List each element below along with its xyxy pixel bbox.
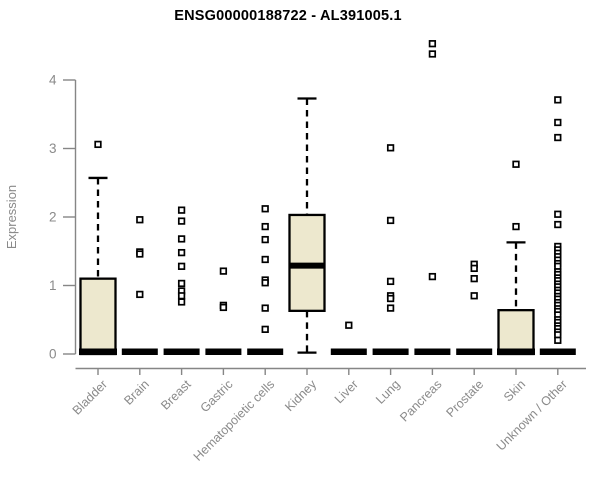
collapsed-box-liver	[330, 348, 367, 355]
median-line-bladder	[79, 348, 117, 355]
collapsed-box-pancreas	[414, 348, 451, 355]
outlier-point-hematopoietic-cells	[261, 279, 269, 287]
outlier-point-lung	[386, 277, 395, 286]
outlier-point-pancreas	[428, 272, 437, 281]
outlier-point-unknown-other	[554, 96, 562, 104]
outlier-point-lung	[386, 144, 395, 152]
outlier-point-unknown-other	[554, 133, 562, 142]
collapsed-box-brain	[121, 348, 158, 355]
outlier-point-breast	[177, 206, 186, 214]
outlier-point-lung	[386, 294, 395, 303]
x-category-label: Kidney	[282, 377, 319, 414]
outlier-point-brain	[136, 250, 144, 258]
outlier-point-breast	[177, 292, 186, 300]
x-category-label: Skin	[501, 377, 528, 404]
box-skin	[497, 309, 535, 356]
outlier-point-breast	[177, 298, 186, 306]
outlier-point-prostate	[470, 275, 478, 283]
outlier-point-pancreas	[428, 40, 437, 48]
median-line-skin	[497, 348, 535, 355]
collapsed-box-lung	[372, 348, 409, 355]
collapsed-box-hematopoietic-cells	[247, 348, 284, 355]
outlier-point-unknown-other	[554, 220, 562, 229]
x-category-label: Prostate	[443, 377, 486, 420]
outlier-point-brain	[136, 290, 144, 299]
outlier-point-hematopoietic-cells	[261, 205, 269, 213]
outlier-point-gastric	[219, 267, 228, 275]
x-category-label: Gastric	[198, 377, 236, 415]
outlier-point-lung	[386, 304, 395, 312]
x-category-label: Lung	[373, 377, 403, 407]
outlier-point-brain	[136, 216, 144, 224]
outlier-point-breast	[177, 217, 186, 225]
x-category-label: Breast	[158, 377, 194, 413]
chart-title: ENSG00000188722 - AL391005.1	[174, 8, 402, 24]
outlier-point-unknown-other	[554, 118, 562, 127]
outlier-point-unknown-other	[554, 210, 562, 218]
outlier-point-breast	[177, 235, 186, 243]
x-category-label: Hematopoietic cells	[191, 377, 278, 464]
outlier-point-gastric	[219, 303, 228, 312]
outlier-point-hematopoietic-cells	[261, 325, 269, 333]
x-category-label: Bladder	[70, 377, 110, 417]
outlier-point-breast	[177, 279, 186, 288]
outlier-point-skin	[512, 160, 520, 168]
y-tick-label: 2	[49, 210, 57, 225]
outlier-point-lung	[386, 216, 395, 225]
x-category-label: Liver	[332, 377, 361, 406]
outlier-point-hematopoietic-cells	[261, 222, 269, 231]
y-tick-label: 1	[49, 278, 57, 293]
y-tick-label: 0	[49, 347, 57, 362]
outlier-point-skin	[512, 222, 520, 231]
x-category-label: Pancreas	[397, 377, 444, 424]
outlier-point-breast	[177, 262, 186, 270]
outlier-point-unknown-other	[554, 336, 562, 344]
outlier-point-prostate	[470, 292, 478, 300]
outlier-point-pancreas	[428, 50, 437, 58]
outlier-point-hematopoietic-cells	[261, 304, 269, 312]
box-bladder	[79, 277, 117, 356]
x-category-label: Unknown / Other	[494, 377, 570, 453]
y-tick-label: 3	[49, 141, 57, 156]
y-axis-title: Expression	[4, 185, 19, 249]
y-tick-label: 4	[49, 73, 57, 88]
outlier-point-breast	[177, 248, 186, 257]
outlier-point-prostate	[470, 264, 478, 273]
x-category-label: Brain	[121, 377, 152, 408]
median-line-kidney	[289, 262, 325, 269]
outlier-point-hematopoietic-cells	[261, 255, 269, 264]
collapsed-box-unknown-other	[539, 348, 576, 355]
outlier-point-hematopoietic-cells	[261, 235, 269, 244]
collapsed-box-breast	[163, 348, 200, 355]
collapsed-box-prostate	[456, 348, 493, 355]
collapsed-box-gastric	[205, 348, 242, 355]
outlier-point-bladder	[94, 140, 102, 149]
outlier-point-liver	[345, 321, 353, 329]
